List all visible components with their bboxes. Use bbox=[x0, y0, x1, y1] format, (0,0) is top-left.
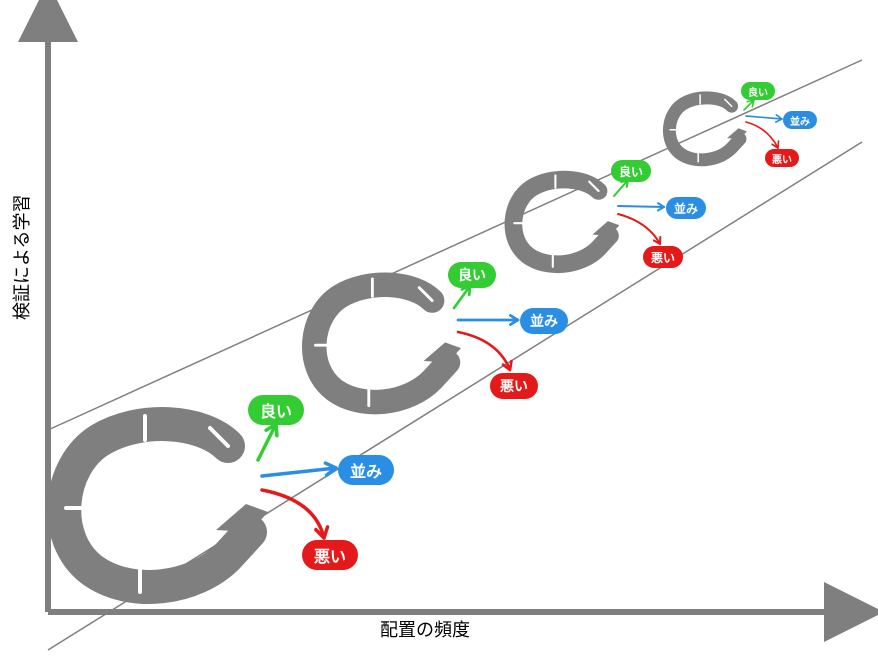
branch-arrow bbox=[454, 286, 470, 308]
good-pill: 良い bbox=[611, 160, 651, 182]
y-axis-label: 検証による学習 bbox=[8, 195, 34, 320]
perspective-line-top bbox=[48, 60, 862, 430]
branch-arrow bbox=[746, 115, 782, 122]
iteration-cycle-1 bbox=[314, 279, 518, 406]
average-pill: 並み bbox=[338, 455, 394, 485]
branch-arrow bbox=[258, 424, 277, 460]
iteration-cycle-0 bbox=[64, 416, 336, 592]
good-pill: 良い bbox=[248, 395, 304, 425]
branch-arrow bbox=[744, 100, 754, 110]
branch-arrow bbox=[262, 490, 328, 538]
iteration-cycle-3 bbox=[669, 95, 782, 162]
average-pill: 並み bbox=[666, 197, 706, 219]
good-pill: 良い bbox=[741, 82, 775, 100]
branch-arrow bbox=[618, 214, 660, 244]
bad-pill: 悪い bbox=[490, 373, 538, 399]
branch-arrow bbox=[458, 315, 518, 324]
x-axis-label: 配置の頻度 bbox=[380, 616, 470, 642]
branch-arrow bbox=[618, 203, 664, 210]
bad-pill: 悪い bbox=[643, 246, 683, 268]
average-pill: 並み bbox=[520, 308, 568, 334]
branch-arrow bbox=[614, 180, 628, 196]
cycle-arrow-icon bbox=[669, 95, 746, 162]
iteration-cycle-2 bbox=[513, 175, 664, 267]
branch-arrow bbox=[746, 122, 779, 148]
cycle-arrow-icon bbox=[64, 416, 268, 592]
cycle-arrow-icon bbox=[314, 279, 461, 406]
branch-arrow bbox=[262, 463, 336, 476]
average-pill: 並み bbox=[783, 111, 817, 129]
bad-pill: 悪い bbox=[765, 149, 799, 167]
cycle-arrow-icon bbox=[513, 175, 619, 267]
good-pill: 良い bbox=[448, 262, 496, 288]
bad-pill: 悪い bbox=[302, 540, 358, 570]
branch-arrow bbox=[458, 332, 511, 370]
